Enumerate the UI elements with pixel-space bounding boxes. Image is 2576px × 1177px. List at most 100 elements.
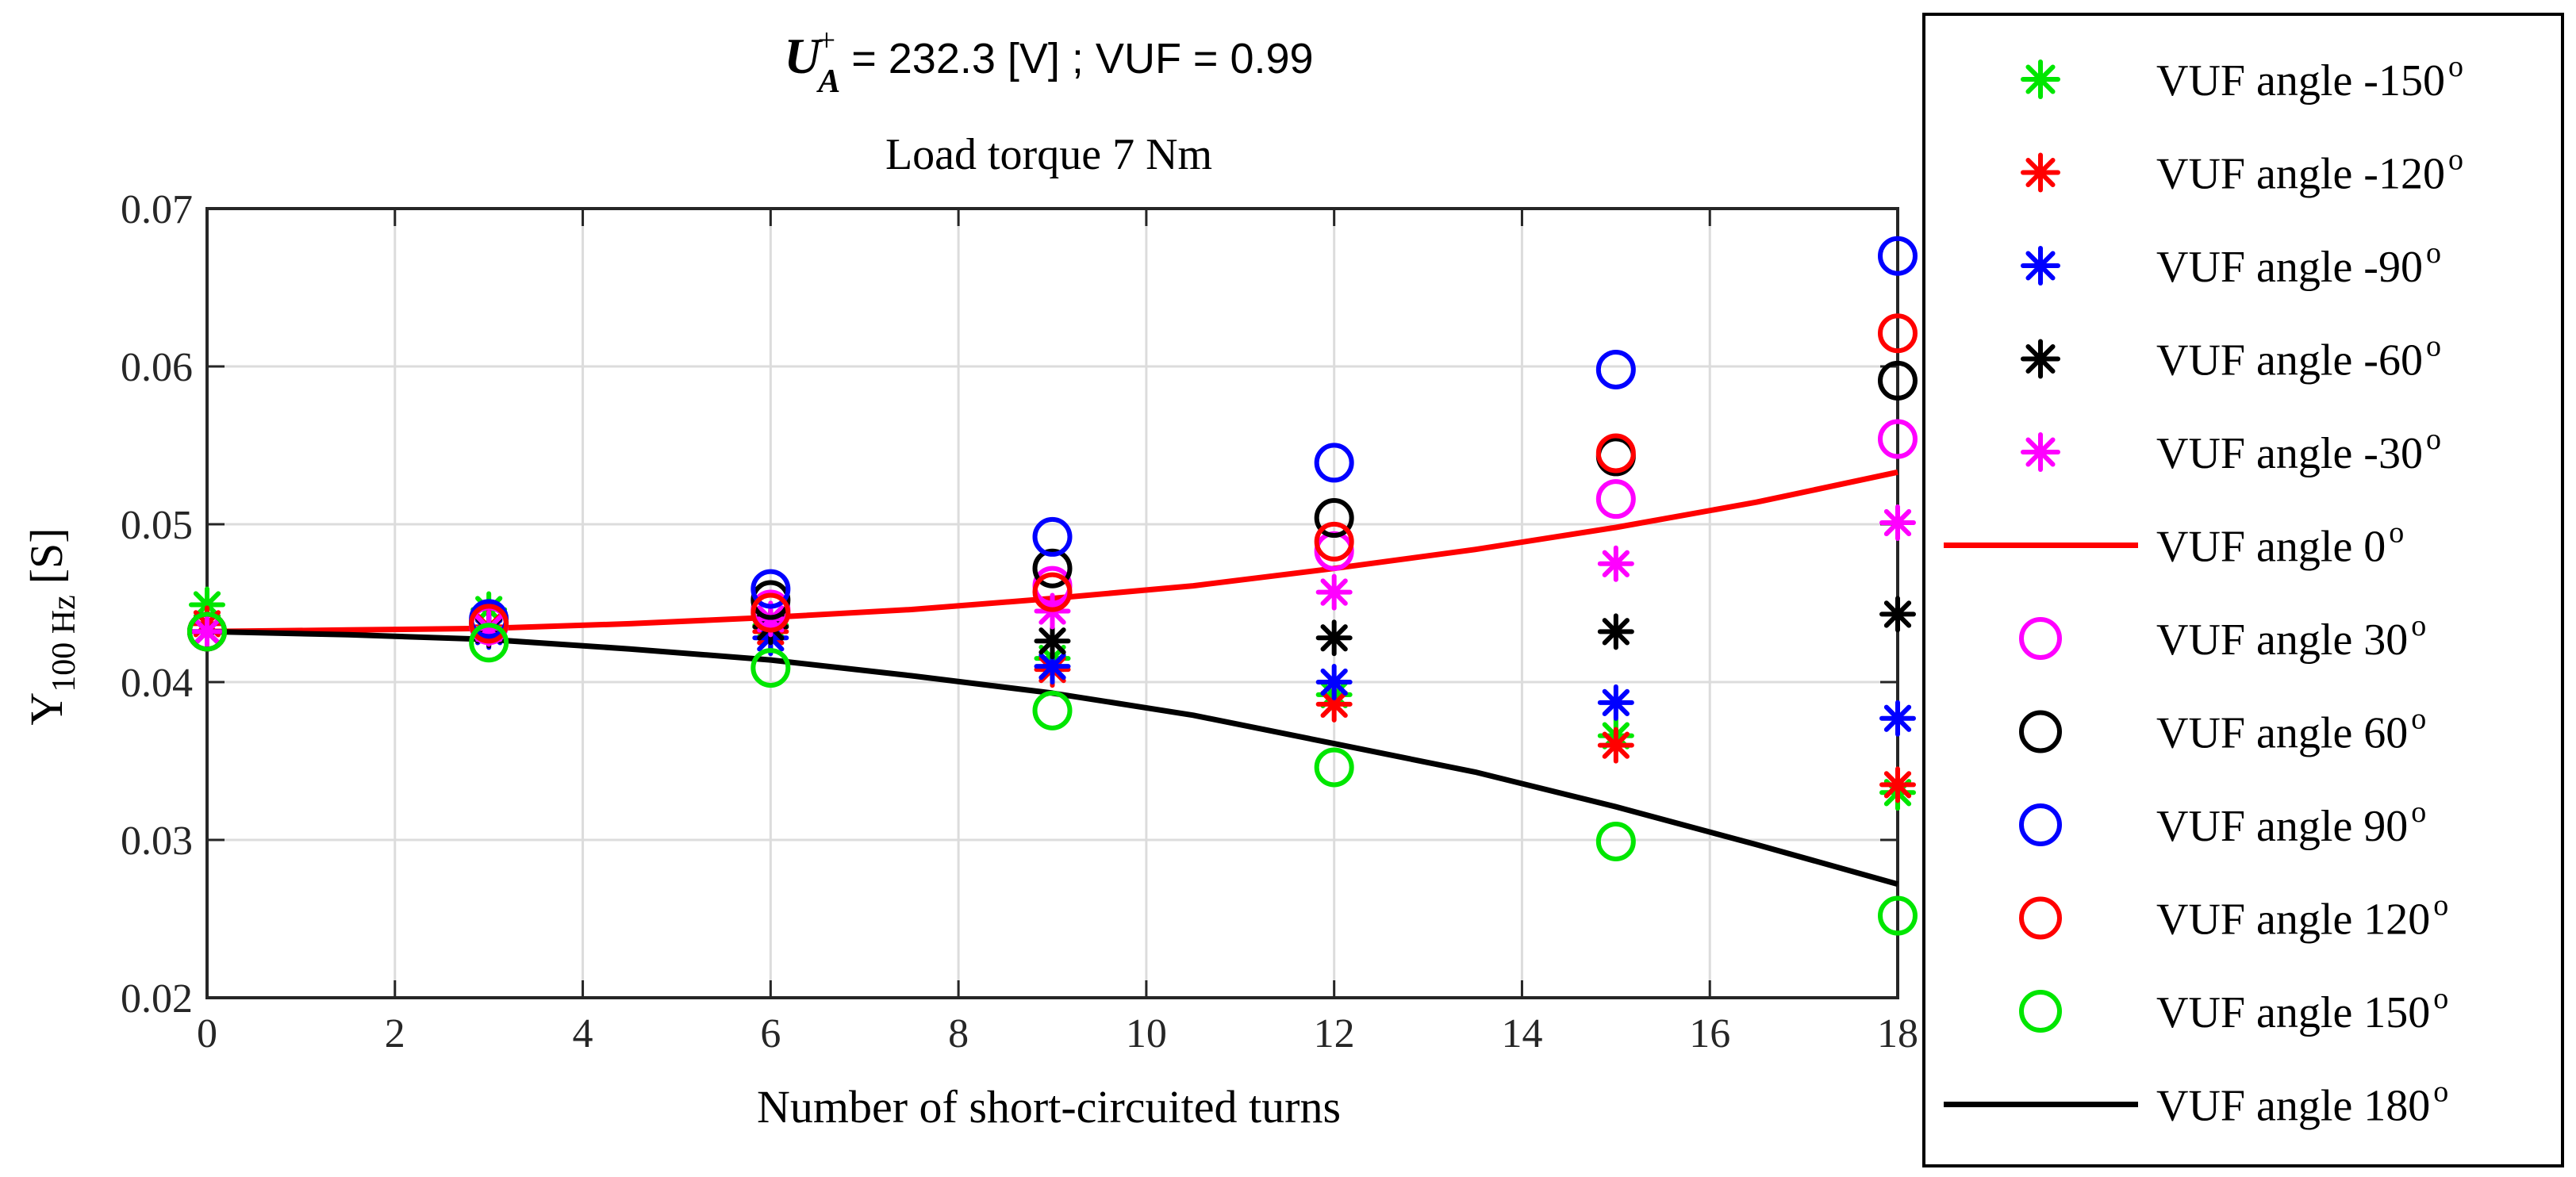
- x-tick-label-4: 4: [573, 1011, 593, 1056]
- legend-vuf-angle-180-degree-sup: o: [2433, 1075, 2448, 1109]
- y-label-subscript: 100 Hz: [46, 595, 83, 692]
- legend-vuf-angle-60-marker: [2019, 710, 2062, 753]
- y-label-main: Y: [21, 692, 72, 726]
- legend-vuf-angle-120-degree-sup: o: [2448, 144, 2463, 177]
- point-vuf-angle-90-x12: [1314, 443, 1354, 483]
- point-vuf-angle-90-x9-stroke-3: [1038, 652, 1066, 681]
- point-vuf-angle-60-x9: [1032, 548, 1073, 588]
- point-vuf-angle-60-x12: [1314, 498, 1354, 539]
- y-tick-label-3: 0.05: [121, 503, 193, 548]
- legend-vuf-angle-90-degree-sup: o: [2411, 796, 2426, 829]
- x-tick-label-18: 18: [1877, 1011, 1918, 1056]
- legend-vuf-angle-90-marker-stroke-3: [2025, 251, 2056, 281]
- y-tick-label-4: 0.06: [121, 345, 193, 390]
- point-vuf-angle-120-x12: [1315, 685, 1353, 723]
- point-vuf-angle-150-x15: [1595, 821, 1636, 861]
- point-vuf-angle-90-x12-stroke-3: [1320, 668, 1348, 696]
- legend-vuf-angle-120-label-text: VUF angle 120: [2156, 895, 2430, 945]
- legend-vuf-angle-150-degree-sup: o: [2448, 50, 2463, 83]
- point-vuf-angle-60-x18: [1878, 360, 1918, 401]
- legend-vuf-angle-30-label: VUF angle -30 o: [2156, 423, 2441, 478]
- point-vuf-angle-30-x18: [1878, 419, 1918, 459]
- point-vuf-angle-150-x0-stroke-3: [193, 591, 221, 619]
- legend-box: [1922, 13, 2564, 1167]
- point-vuf-angle-30-x12-stroke-3: [1320, 578, 1348, 606]
- x-tick-label-8: 8: [948, 1011, 969, 1056]
- legend-vuf-angle-30-entry: VUF angle 30 o: [2019, 609, 2426, 665]
- y-label-unit: [S]: [21, 527, 72, 584]
- point-vuf-angle-90-x9: [1034, 648, 1071, 685]
- legend-vuf-angle-0-label-text: VUF angle 0: [2156, 523, 2386, 572]
- legend-vuf-angle-60-label: VUF angle 60 o: [2156, 703, 2426, 758]
- legend-vuf-angle-120-label: VUF angle -120 o: [2156, 144, 2463, 199]
- title-value-text: = 232.3 [V] ; VUF = 0.99: [851, 35, 1313, 82]
- legend-vuf-angle-60-label-text: VUF angle -60: [2156, 336, 2423, 385]
- point-vuf-angle-150-x12: [1314, 747, 1354, 788]
- legend-vuf-angle-150-entry: VUF angle -150 o: [2021, 50, 2463, 105]
- point-vuf-angle-30-x0: [189, 613, 225, 650]
- legend-vuf-angle-60-label: VUF angle -60 o: [2156, 330, 2441, 385]
- legend-vuf-angle-150-label: VUF angle -150 o: [2156, 50, 2463, 105]
- point-vuf-angle-60-x9: [1034, 623, 1071, 660]
- legend-vuf-angle-30-label: VUF angle 30 o: [2156, 609, 2426, 665]
- point-vuf-angle-90-x15-stroke-3: [1602, 688, 1630, 717]
- legend-vuf-angle-90-marker: [2021, 246, 2060, 286]
- point-vuf-angle-30-x18-stroke-3: [1883, 508, 1912, 537]
- point-vuf-angle-90-x15: [1597, 684, 1634, 721]
- legend-vuf-angle-180-label-text: VUF angle 180: [2156, 1082, 2430, 1131]
- point-vuf-angle-30-x0-stroke-3: [193, 618, 221, 646]
- point-vuf-angle-120-x9: [1032, 572, 1073, 612]
- point-vuf-angle-90-x15: [1595, 349, 1636, 389]
- title-superscript: +: [818, 22, 836, 58]
- x-tick-label-16: 16: [1689, 1011, 1730, 1056]
- point-vuf-angle-150-x3: [469, 623, 509, 663]
- legend-vuf-angle-30-marker: [2019, 617, 2062, 660]
- legend-vuf-angle-30-label-text: VUF angle 30: [2156, 615, 2408, 665]
- legend-vuf-angle-60-marker-stroke-3: [2025, 343, 2056, 374]
- legend-vuf-angle-30-degree-sup: o: [2411, 609, 2426, 642]
- legend-vuf-angle-90-entry: VUF angle 90 o: [2019, 796, 2426, 851]
- legend-vuf-angle-120-label-text: VUF angle -120: [2156, 150, 2445, 199]
- point-vuf-angle-120-x18: [1878, 313, 1918, 354]
- legend-vuf-angle-150-marker: [2019, 990, 2062, 1033]
- legend-vuf-angle-30-marker: [2021, 432, 2060, 472]
- x-tick-label-0: 0: [197, 1011, 217, 1056]
- x-tick-label-2: 2: [385, 1011, 405, 1056]
- legend-vuf-angle-60-entry: VUF angle -60 o: [2021, 330, 2441, 385]
- title-symbol: U: [784, 28, 823, 84]
- legend-vuf-angle-90-marker: [2019, 803, 2062, 846]
- point-vuf-angle-120-x15-stroke-3: [1602, 731, 1630, 759]
- legend-vuf-angle-150-label-text: VUF angle -150: [2156, 56, 2445, 105]
- point-vuf-angle-90-x9: [1032, 516, 1073, 557]
- point-vuf-angle-120-x18-stroke-3: [1883, 771, 1912, 799]
- legend-vuf-angle-150-degree-sup: o: [2433, 982, 2448, 1015]
- chart-title-line1: U+ A = 232.3 [V] ; VUF = 0.99: [784, 22, 1313, 100]
- legend-vuf-angle-90-label-text: VUF angle -90: [2156, 243, 2423, 292]
- legend-vuf-angle-60-degree-sup: o: [2426, 330, 2441, 363]
- legend-vuf-angle-30-label-text: VUF angle -30: [2156, 429, 2423, 478]
- legend-vuf-angle-60-marker: [2021, 339, 2060, 379]
- legend-vuf-angle-60-label-text: VUF angle 60: [2156, 709, 2408, 758]
- point-vuf-angle-150-x9: [1032, 690, 1073, 730]
- legend-vuf-angle-150-label: VUF angle 150 o: [2156, 982, 2448, 1037]
- point-vuf-angle-90-x12: [1315, 664, 1353, 700]
- point-vuf-angle-150-x6: [751, 648, 791, 688]
- point-vuf-angle-120-x15: [1597, 727, 1634, 764]
- point-vuf-angle-120-x18: [1879, 766, 1916, 803]
- legend-vuf-angle-60-entry: VUF angle 60 o: [2019, 703, 2426, 758]
- y-tick-label-0: 0.02: [121, 976, 193, 1022]
- point-vuf-angle-90-x18: [1879, 700, 1916, 737]
- legend-vuf-angle-90-degree-sup: o: [2426, 236, 2441, 270]
- x-tick-label-10: 10: [1126, 1011, 1167, 1056]
- legend-vuf-angle-30-entry: VUF angle -30 o: [2021, 423, 2441, 478]
- legend-vuf-angle-120-marker: [2021, 152, 2060, 193]
- point-vuf-angle-60-x12-stroke-3: [1320, 624, 1348, 652]
- legend-vuf-angle-30-degree-sup: o: [2426, 423, 2441, 456]
- title-subscript: A: [816, 63, 840, 100]
- point-vuf-angle-60-x15-stroke-3: [1602, 618, 1630, 646]
- series-markers: [187, 236, 1918, 936]
- x-axis-label: Number of short-circuited turns: [757, 1081, 1341, 1133]
- point-vuf-angle-150-x0: [187, 612, 227, 652]
